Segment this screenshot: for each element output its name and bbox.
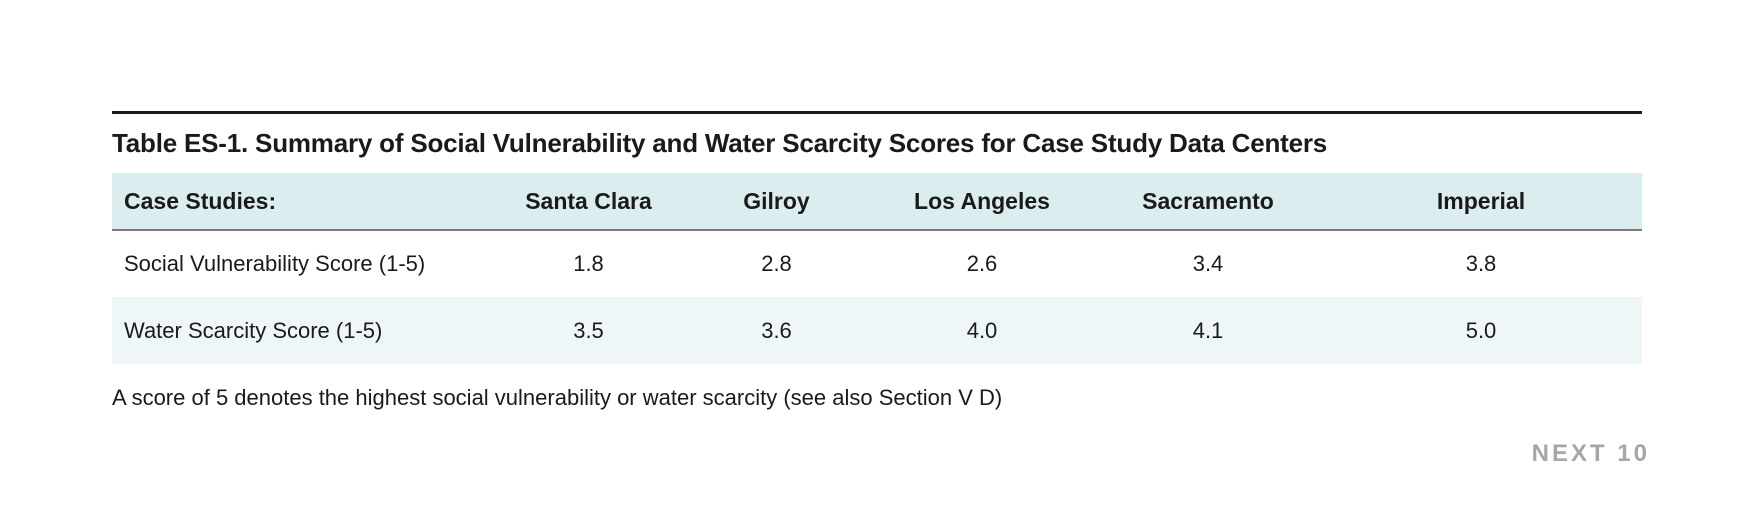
table-cell: 4.0 — [966, 317, 998, 343]
header-sacramento: Sacramento — [1096, 173, 1320, 231]
top-rule — [112, 111, 1642, 114]
table-cell: 3.8 — [1465, 251, 1497, 276]
header-imperial: Imperial — [1320, 173, 1642, 231]
table-cell: 5.0 — [1465, 317, 1497, 343]
header-santa-clara: Santa Clara — [492, 173, 685, 231]
table-cell: 2.6 — [966, 251, 998, 276]
table-row: Water Scarcity Score (1-5) 3.5 3.6 4.0 4… — [112, 297, 1642, 364]
row-label-water-scarcity: Water Scarcity Score (1-5) — [124, 317, 383, 343]
header-los-angeles: Los Angeles — [868, 173, 1096, 231]
brand-logo-text: NEXT 10 — [1531, 440, 1650, 467]
table-cell: 2.8 — [761, 251, 792, 276]
table-header-row: Case Studies: Santa Clara Gilroy Los Ang… — [112, 173, 1642, 231]
header-case-studies: Case Studies: — [112, 173, 492, 231]
scores-table: Case Studies: Santa Clara Gilroy Los Ang… — [112, 173, 1642, 364]
table-cell: 3.5 — [573, 317, 604, 343]
table-title: Table ES-1. Summary of Social Vulnerabil… — [112, 128, 1328, 158]
table-cell: 3.4 — [1192, 251, 1224, 276]
table-cell: 3.6 — [761, 317, 792, 343]
header-gilroy: Gilroy — [685, 173, 868, 231]
row-label-social-vulnerability: Social Vulnerability Score (1-5) — [124, 251, 426, 276]
table-cell: 4.1 — [1192, 317, 1224, 343]
table-cell: 1.8 — [573, 251, 604, 276]
table-footnote: A score of 5 denotes the highest social … — [112, 385, 1003, 410]
table-row: Social Vulnerability Score (1-5) 1.8 2.8… — [112, 230, 1642, 297]
